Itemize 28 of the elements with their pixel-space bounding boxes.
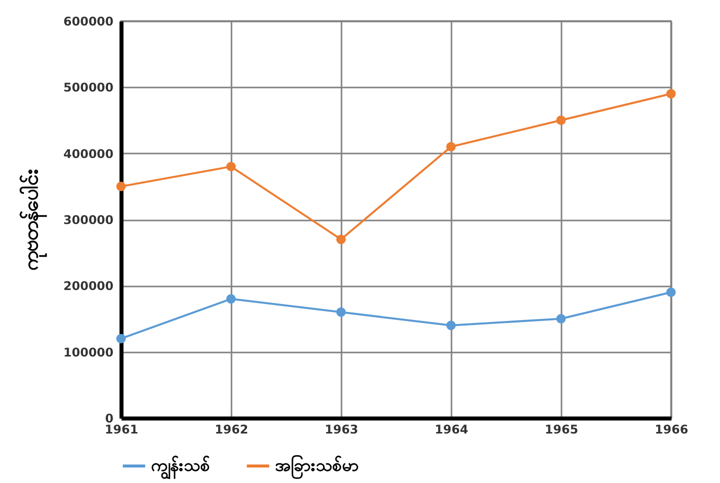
x-tick-label: 1964: [434, 422, 468, 436]
legend-label: ကျွန်းသစ်: [151, 455, 210, 480]
point: [666, 288, 676, 298]
point: [446, 142, 456, 152]
point: [446, 320, 456, 330]
x-tick-label: 1961: [104, 422, 138, 436]
point: [336, 307, 346, 317]
x-tick-label: 1962: [214, 422, 248, 436]
y-tick-label: 500000: [63, 80, 114, 95]
x-tick-label: 1963: [324, 422, 358, 436]
point: [116, 182, 126, 192]
point: [116, 334, 126, 344]
x-tick-label: 1966: [654, 422, 688, 436]
y-tick-label: 100000: [63, 345, 114, 360]
point: [666, 89, 676, 99]
y-tick-label: 0: [105, 412, 114, 426]
legend-label: အခြားသစ်မာ: [275, 453, 359, 480]
x-tick-label: 1965: [544, 422, 578, 436]
point: [556, 314, 566, 324]
point: [556, 116, 566, 125]
point: [336, 234, 346, 244]
y-axis-title: ကုဗတန်ပေါင်း: [18, 170, 48, 270]
y-tick-label: 300000: [63, 213, 114, 227]
y-tick-label: 200000: [63, 279, 114, 294]
y-tick-label: 400000: [63, 146, 114, 161]
y-tick-label: 600000: [63, 14, 114, 28]
point: [226, 162, 236, 172]
point: [226, 294, 236, 304]
